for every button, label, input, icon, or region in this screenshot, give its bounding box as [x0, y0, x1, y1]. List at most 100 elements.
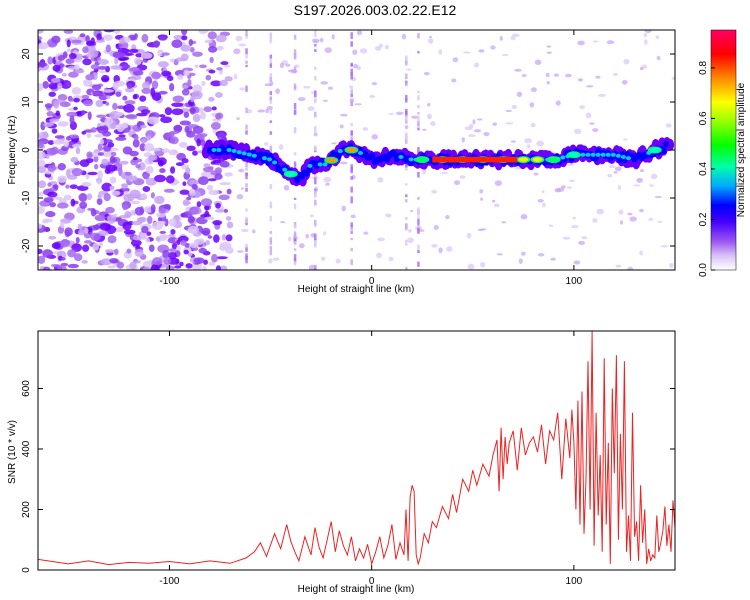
noise-blob — [63, 30, 74, 34]
noise-blob — [201, 80, 206, 86]
noise-blob — [71, 87, 82, 95]
noise-blob — [129, 150, 139, 157]
signal-peak — [548, 157, 559, 162]
noise-blob — [96, 65, 109, 70]
streak-blob — [269, 77, 273, 82]
noise-blob — [428, 35, 433, 39]
noise-blob — [174, 265, 182, 269]
streak-blob — [293, 241, 297, 246]
noise-blob — [511, 33, 520, 37]
noise-blob — [47, 191, 58, 198]
streak-blob — [405, 165, 408, 168]
noise-blob — [168, 218, 177, 227]
colorbar-tick-label: 0.8 — [698, 61, 709, 75]
noise-blob — [208, 69, 216, 74]
noise-blob — [459, 175, 466, 179]
noise-blob — [219, 160, 230, 168]
noise-blob — [541, 190, 545, 194]
noise-blob — [170, 166, 176, 174]
noise-blob — [186, 130, 196, 138]
streak-blob — [350, 100, 353, 105]
noise-blob — [47, 164, 57, 172]
signal-blob — [625, 156, 631, 161]
noise-blob — [140, 139, 147, 144]
noise-blob — [421, 168, 427, 175]
noise-blob — [505, 109, 512, 113]
noise-blob — [216, 45, 224, 51]
noise-blob — [173, 125, 183, 132]
noise-blob — [298, 243, 305, 249]
noise-blob — [48, 91, 56, 97]
noise-blob — [84, 227, 89, 234]
noise-blob — [121, 183, 128, 189]
streak-blob — [314, 66, 317, 70]
signal-blob — [231, 148, 237, 153]
streak-blob — [269, 145, 273, 152]
streak-blob — [293, 152, 297, 156]
noise-blob — [221, 234, 227, 241]
noise-blob — [325, 182, 330, 186]
noise-blob — [46, 111, 54, 117]
noise-blob — [86, 133, 92, 139]
noise-blob — [431, 189, 438, 194]
noise-blob — [308, 264, 316, 270]
noise-blob — [359, 48, 368, 54]
noise-blob — [161, 70, 172, 77]
noise-blob — [129, 189, 141, 199]
noise-blob — [202, 266, 207, 270]
noise-blob — [163, 257, 172, 265]
noise-blob — [313, 132, 318, 137]
spectrogram-x-tick-label: 0 — [369, 276, 375, 287]
noise-blob — [73, 106, 78, 111]
noise-blob — [92, 90, 104, 96]
noise-blob — [285, 63, 291, 67]
noise-blob — [644, 39, 648, 45]
noise-blob — [192, 150, 198, 156]
noise-blob — [161, 52, 170, 56]
noise-blob — [142, 81, 151, 90]
noise-blob — [129, 261, 137, 270]
noise-blob — [135, 260, 142, 264]
colorbar-gradient — [710, 29, 737, 271]
signal-blob — [307, 163, 313, 168]
noise-blob — [113, 248, 119, 256]
noise-blob — [130, 200, 140, 205]
streak-blob — [269, 59, 273, 64]
noise-blob — [124, 100, 136, 105]
streak-blob — [417, 35, 420, 39]
noise-blob — [205, 240, 210, 246]
noise-blob — [188, 242, 199, 249]
noise-blob — [490, 45, 496, 50]
noise-blob — [81, 130, 87, 135]
figure-title: S197.2026.003.02.22.E12 — [294, 2, 457, 18]
noise-blob — [206, 184, 214, 191]
noise-blob — [94, 214, 106, 222]
noise-blob — [198, 176, 209, 186]
noise-blob — [446, 246, 453, 252]
noise-blob — [158, 207, 167, 214]
noise-blob — [598, 93, 606, 97]
colorbar-tick-label: 0.6 — [698, 111, 709, 125]
noise-blob — [491, 199, 496, 203]
noise-blob — [42, 266, 51, 270]
noise-blob — [63, 194, 72, 201]
noise-blob — [38, 30, 44, 34]
noise-blob — [43, 131, 49, 138]
streak-blob — [314, 98, 317, 103]
noise-blob — [71, 243, 83, 252]
noise-blob — [510, 36, 516, 41]
noise-blob — [122, 203, 129, 211]
noise-blob — [238, 43, 247, 47]
noise-blob — [131, 220, 143, 226]
noise-blob — [158, 36, 168, 41]
streak-blob — [293, 262, 297, 266]
colorbar-label: Normalized spectral amplitude — [736, 82, 747, 217]
noise-blob — [192, 113, 201, 123]
noise-blob — [480, 197, 484, 201]
signal-peak — [649, 147, 660, 153]
noise-blob — [82, 244, 90, 252]
noise-blob — [213, 234, 220, 243]
noise-blob — [38, 191, 44, 197]
noise-blob — [188, 216, 195, 223]
